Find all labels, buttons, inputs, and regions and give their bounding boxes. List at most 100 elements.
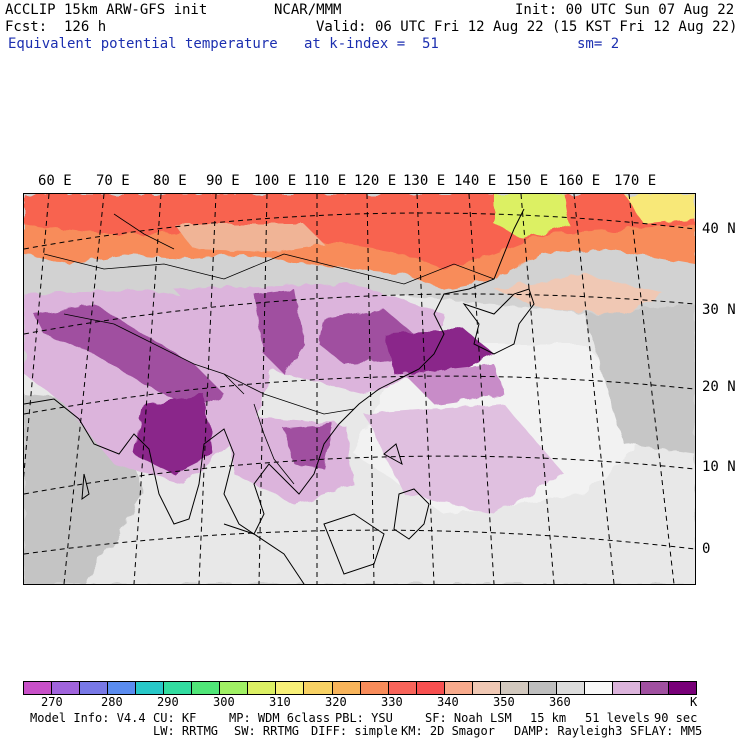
latitude-line xyxy=(24,293,695,335)
lat-label: 10 N xyxy=(702,459,736,475)
graticule xyxy=(24,194,695,584)
damping-option: DAMP: Rayleigh3 xyxy=(514,724,623,738)
colorbar-swatch xyxy=(556,682,585,694)
longitude-line xyxy=(573,194,615,584)
km-option: KM: 2D Smagor xyxy=(401,724,495,738)
cumulus-scheme: CU: KF xyxy=(153,711,197,725)
lat-label: 20 N xyxy=(702,379,736,395)
latitude-line xyxy=(24,455,695,495)
colorbar-swatch xyxy=(276,682,305,694)
vertical-levels: 51 levels xyxy=(585,711,651,725)
longitude-line xyxy=(628,194,675,584)
northeast-warm-patch xyxy=(624,194,695,224)
lon-label: 100 E xyxy=(254,173,297,189)
pacific-purple-streak xyxy=(404,364,504,404)
border-line xyxy=(253,403,295,485)
colorbar-label: 320 xyxy=(325,695,347,709)
grid-spacing: 15 km xyxy=(530,711,567,725)
longitude-line xyxy=(24,194,50,479)
colorbar-swatch xyxy=(612,682,642,694)
asia-coastline xyxy=(24,208,525,535)
pbl-scheme: PBL: YSU xyxy=(335,711,393,725)
colorbar-label: 330 xyxy=(381,695,403,709)
surface-layer-option: SFLAY: MM5 xyxy=(630,724,703,738)
lon-label: 150 E xyxy=(506,173,549,189)
colorbar-label: 340 xyxy=(437,695,459,709)
forecast-map xyxy=(23,193,696,585)
valid-time: Valid: 06 UTC Fri 12 Aug 22 (15 KST Fri … xyxy=(316,19,738,35)
sri-lanka-coast xyxy=(81,473,90,501)
longitude-line xyxy=(366,194,375,584)
field-name: Equivalent potential temperature xyxy=(8,36,278,52)
longitude-line xyxy=(258,194,268,584)
colorbar-label: 290 xyxy=(157,695,179,709)
country-borders xyxy=(43,213,495,485)
colorbar-swatch xyxy=(669,682,697,694)
latitude-line xyxy=(24,529,695,555)
himalaya-purple-band xyxy=(34,304,224,409)
colorbar-swatch xyxy=(528,682,557,694)
microphysics-scheme: MP: WDM 6class xyxy=(229,711,331,725)
borneo-coast xyxy=(323,513,385,575)
colorbar-swatch xyxy=(500,682,529,694)
colorbar-swatch xyxy=(388,682,417,694)
colorbar-label: 270 xyxy=(41,695,63,709)
longitude-line xyxy=(198,194,217,584)
sumatra-coast xyxy=(223,523,305,584)
forecast-hour: Fcst: 126 h xyxy=(5,19,107,35)
colorbar-label: 350 xyxy=(493,695,515,709)
model-title: ACCLIP 15km ARW-GFS init xyxy=(5,2,208,18)
lon-label: 170 E xyxy=(614,173,657,189)
border-line xyxy=(223,373,355,415)
colorbar-swatch xyxy=(444,682,473,694)
colorbar-swatch xyxy=(472,682,501,694)
colorbar-swatch xyxy=(164,682,193,694)
longitude-line xyxy=(416,194,435,584)
lon-label: 90 E xyxy=(206,173,240,189)
lon-label: 60 E xyxy=(38,173,72,189)
colorbar-swatch xyxy=(416,682,445,694)
colorbar-label: 310 xyxy=(269,695,291,709)
colorbar-label: 360 xyxy=(549,695,571,709)
colorbar-swatch xyxy=(80,682,109,694)
colorbar-unit: K xyxy=(690,695,698,709)
japan-transition-band xyxy=(494,274,664,314)
map-canvas xyxy=(24,194,695,584)
lon-label: 110 E xyxy=(304,173,347,189)
colorbar-swatch xyxy=(332,682,361,694)
colorbar xyxy=(23,681,697,695)
coastlines xyxy=(24,208,535,584)
north-pacific-grey xyxy=(584,304,695,454)
lat-label: 30 N xyxy=(702,302,736,318)
lon-label: 160 E xyxy=(558,173,601,189)
border-line xyxy=(63,313,245,395)
latitude-line xyxy=(24,375,695,415)
timestep: 90 sec xyxy=(654,711,698,725)
colorbar-swatch xyxy=(584,682,613,694)
longwave-scheme: LW: RRTMG xyxy=(153,724,219,738)
longitude-line xyxy=(63,194,105,584)
colorbar-swatch xyxy=(52,682,81,694)
init-time: Init: 00 UTC Sun 07 Aug 22 xyxy=(515,2,735,18)
colorbar-swatch xyxy=(304,682,333,694)
latitude-line xyxy=(24,212,695,250)
longitude-line xyxy=(468,194,495,584)
philippines-coast xyxy=(393,488,430,540)
organization-label: NCAR/MMM xyxy=(274,2,342,18)
tibet-purple-core xyxy=(254,289,304,374)
taiwan-coast xyxy=(383,443,403,466)
surface-scheme: SF: Noah LSM xyxy=(425,711,512,725)
colorbar-label: 300 xyxy=(213,695,235,709)
lon-label: 140 E xyxy=(454,173,497,189)
diffusion-scheme: DIFF: simple xyxy=(311,724,398,738)
shortwave-scheme: SW: RRTMG xyxy=(234,724,300,738)
philippine-sea-light-purple xyxy=(364,404,564,514)
colorbar-swatch xyxy=(360,682,389,694)
colorbar-swatch xyxy=(192,682,221,694)
colorbar-swatch xyxy=(24,682,53,694)
colorbar-swatch xyxy=(248,682,277,694)
bay-of-bengal-dark-core xyxy=(134,394,214,474)
level-index: at k-index = 51 xyxy=(304,36,439,52)
lon-label: 130 E xyxy=(403,173,446,189)
lon-label: 70 E xyxy=(96,173,130,189)
